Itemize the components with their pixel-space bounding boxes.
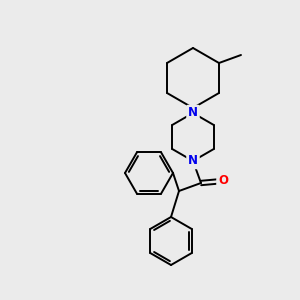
Text: N: N: [188, 154, 198, 167]
Text: N: N: [188, 106, 198, 119]
Text: O: O: [218, 175, 228, 188]
